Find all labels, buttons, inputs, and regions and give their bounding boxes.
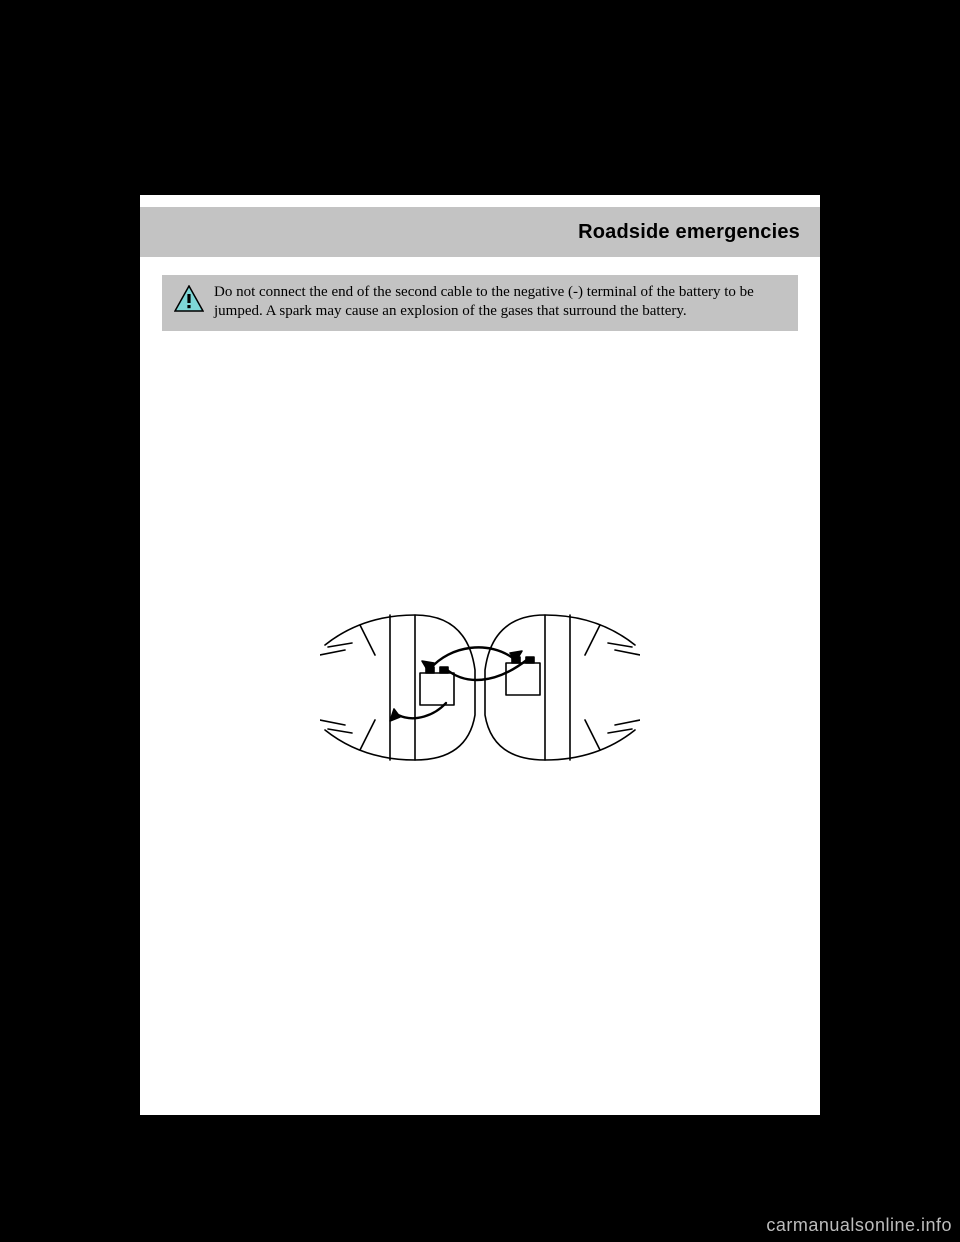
section-title: Roadside emergencies — [578, 221, 800, 244]
warning-triangle-icon — [174, 285, 204, 318]
section-header-bar: Roadside emergencies — [140, 207, 820, 257]
watermark-text: carmanualsonline.info — [766, 1215, 952, 1236]
warning-callout: Do not connect the end of the second cab… — [162, 275, 798, 331]
manual-page: Roadside emergencies Do not connect the … — [140, 195, 820, 1115]
warning-text: Do not connect the end of the second cab… — [214, 283, 786, 321]
jump-start-diagram — [320, 585, 640, 785]
